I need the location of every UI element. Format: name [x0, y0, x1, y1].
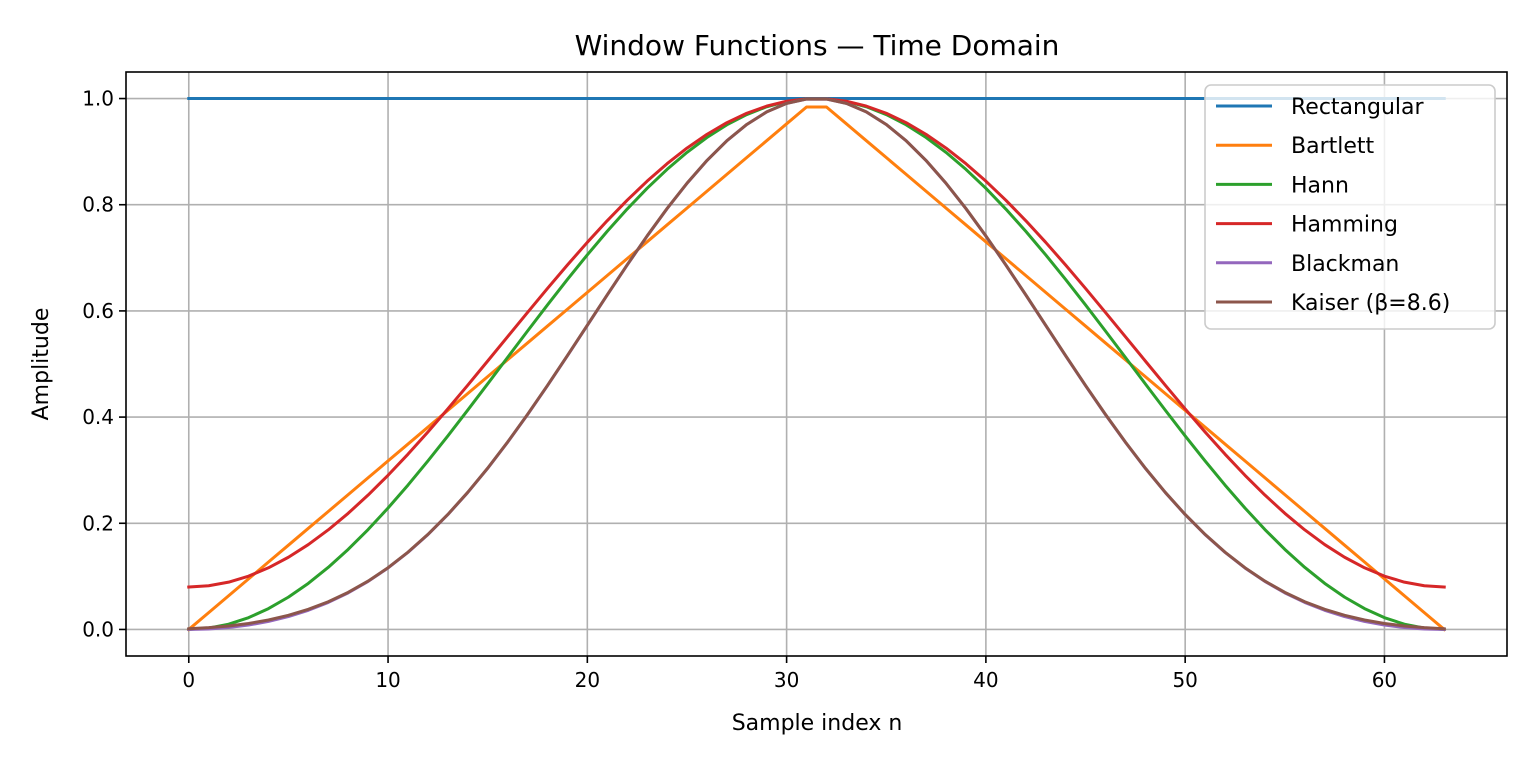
axis-ticks: 0 10 20 30 40 50 60 0.0 0.2 0.4 0.6 0.8 1.0	[82, 87, 1397, 692]
x-axis-label: Sample index n	[732, 711, 903, 736]
series-line-bartlett	[186, 105, 1447, 632]
legend-label-bartlett: Bartlett	[1291, 134, 1375, 159]
x-tick-label: 20	[575, 668, 600, 692]
y-tick-label: 0.6	[82, 299, 114, 323]
y-tick-label: 0.4	[82, 405, 114, 429]
y-axis-label: Amplitude	[29, 308, 54, 421]
legend-box	[1204, 84, 1496, 330]
y-tick-label: 0.2	[82, 511, 114, 535]
chart-title: Window Functions — Time Domain	[575, 29, 1060, 62]
y-tick-label: 0.8	[82, 193, 114, 217]
x-tick-label: 40	[973, 668, 998, 692]
x-tick-label: 10	[375, 668, 400, 692]
legend-label-hamming: Hamming	[1291, 213, 1398, 238]
x-tick-label: 50	[1172, 668, 1197, 692]
plot-lines	[186, 97, 1447, 632]
x-tick-label: 60	[1372, 668, 1397, 692]
legend-label-hann: Hann	[1291, 173, 1349, 198]
legend-label-blackman: Blackman	[1291, 252, 1399, 277]
legend-label-kaiser: Kaiser (β=8.6)	[1291, 291, 1450, 316]
legend: Rectangular Bartlett Hann Hamming Blackman Ka…	[1204, 84, 1496, 330]
legend-label-rectangular: Rectangular	[1291, 95, 1424, 120]
series-line-kaiser	[187, 97, 1446, 631]
y-tick-label: 0.0	[82, 617, 114, 641]
y-tick-label: 1.0	[82, 87, 114, 111]
axes-frame	[125, 71, 1508, 657]
x-tick-label: 0	[182, 668, 195, 692]
x-tick-label: 30	[774, 668, 799, 692]
